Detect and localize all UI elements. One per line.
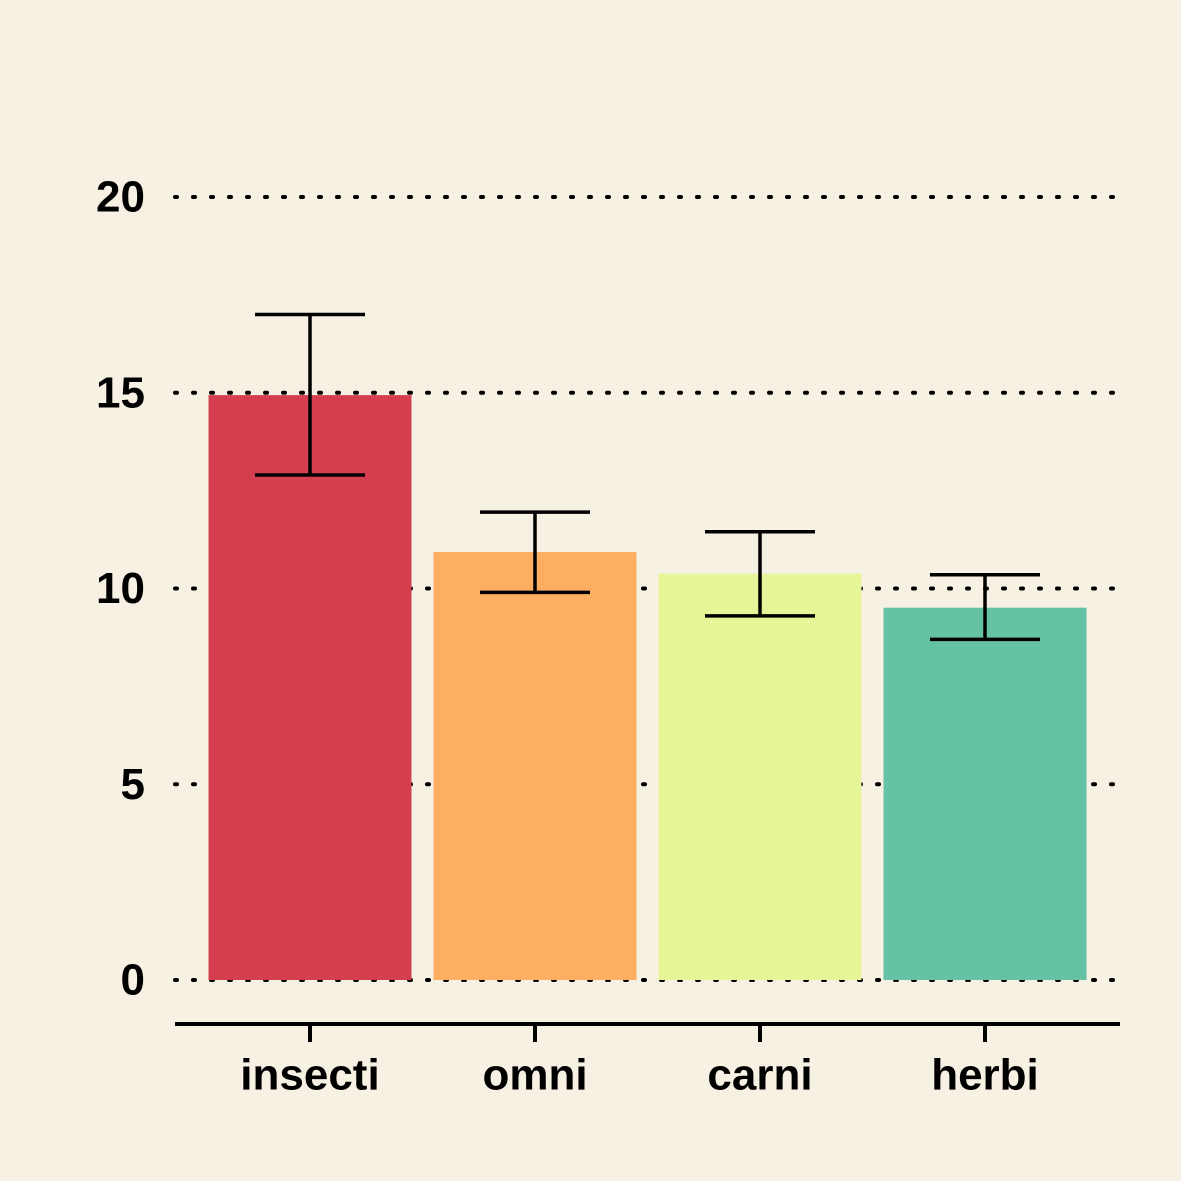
y-tick-label: 0 bbox=[121, 956, 145, 1005]
x-tick-label-omni: omni bbox=[482, 1051, 587, 1100]
bars bbox=[208, 395, 1087, 980]
x-tick-label-insecti: insecti bbox=[240, 1051, 379, 1100]
bar-omni bbox=[433, 552, 637, 980]
error-bar-omni bbox=[480, 510, 590, 595]
y-tick-label: 5 bbox=[121, 760, 145, 809]
y-tick-label: 20 bbox=[96, 173, 145, 222]
error-bars bbox=[255, 312, 1040, 642]
error-bar-carni bbox=[705, 529, 815, 618]
y-tick-label: 15 bbox=[96, 368, 145, 417]
bar-herbi bbox=[883, 607, 1087, 980]
x-tick-label-herbi: herbi bbox=[931, 1051, 1039, 1100]
y-tick-labels: 0 5 10 15 20 bbox=[96, 173, 145, 1005]
y-tick-label: 10 bbox=[96, 564, 145, 613]
bar-insecti bbox=[208, 395, 412, 980]
error-bar-insecti bbox=[255, 312, 365, 477]
x-tick-label-carni: carni bbox=[707, 1051, 812, 1100]
error-bar-herbi bbox=[930, 573, 1040, 642]
bar-carni bbox=[658, 573, 862, 980]
x-axis: insecti omni carni herbi bbox=[175, 1022, 1120, 1100]
